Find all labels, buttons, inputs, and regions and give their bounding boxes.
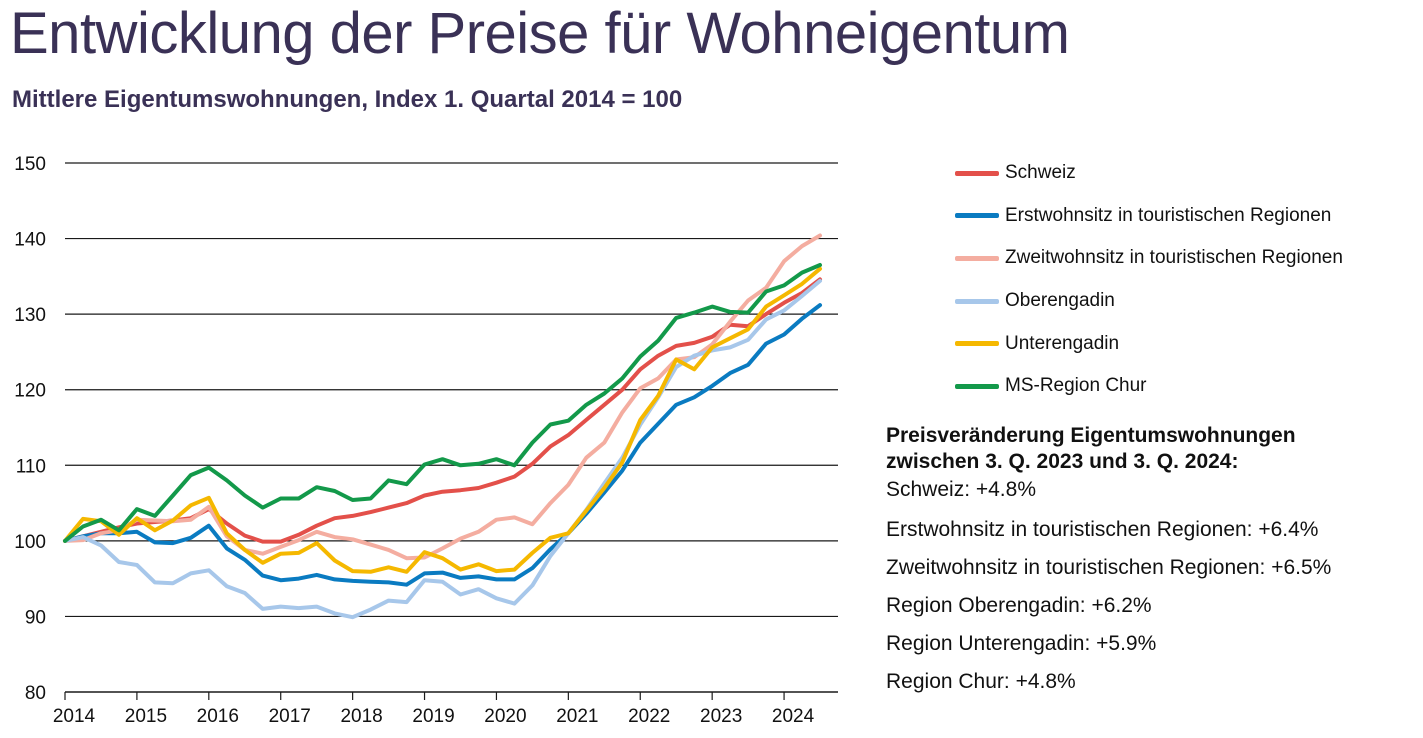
series-line-1 [63,303,822,587]
legend-swatch-0 [955,170,999,176]
y-tick-label-150: 150 [14,154,46,175]
y-tick-label-130: 130 [14,305,46,326]
x-axis: 2014 2015 2016 2017 2018 2019 2020 2021 2022 2023… [53,691,838,727]
series-line-4 [63,266,822,574]
x-tick-label-2020: 2020 [484,706,526,727]
x-tick-label-2018: 2018 [340,706,382,727]
summary-row-erstwohnsitz: Erstwohnsitz in touristischen Regionen: … [886,518,1319,541]
legend-label-3: Oberengadin [1005,290,1115,312]
x-tick-label-2017: 2017 [269,706,311,727]
legend-item-1: Erstwohnsitz in touristischen Regionen [955,195,1343,238]
summary-row-unterengadin: Region Unterengadin: +5.9% [886,632,1157,655]
series-line-3 [63,278,822,620]
legend-label-2: Zweitwohnsitz in touristischen Regionen [1005,247,1343,269]
summary-row-oberengadin: Region Oberengadin: +6.2% [886,594,1152,617]
y-tick-label-100: 100 [14,532,46,553]
y-tick-label-120: 120 [14,381,46,402]
legend-item-4: Unterengadin [955,322,1343,365]
summary-row-zweitwohnsitz: Zweitwohnsitz in touristischen Regionen:… [886,556,1332,579]
legend-swatch-1 [955,213,999,219]
x-tick-label-2014: 2014 [53,706,96,727]
price-change-summary: Preisveränderung Eigentumswohnungen zwis… [886,423,1416,701]
chart-subtitle: Mittlere Eigentumswohnungen, Index 1. Qu… [12,86,683,113]
y-tick-label-80: 80 [25,683,46,704]
y-tick-label-90: 90 [25,607,46,628]
y-axis-tick-labels: 80 90 100 110 120 130 140 150 [14,154,46,704]
x-tick-label-2021: 2021 [556,706,598,727]
summary-heading-line2: zwischen 3. Q. 2023 und 3. Q. 2024: [886,450,1239,473]
x-tick-label-2024: 2024 [772,706,815,727]
summary-heading-line1: Preisveränderung Eigentumswohnungen [886,424,1296,447]
legend: Schweiz Erstwohnsitz in touristischen Reg… [955,152,1343,408]
series-line-2 [63,233,822,561]
legend-label-0: Schweiz [1005,162,1076,184]
legend-item-3: Oberengadin [955,280,1343,323]
legend-swatch-5 [955,383,999,389]
grid-lines [65,162,838,618]
legend-label-5: MS-Region Chur [1005,375,1147,397]
legend-label-1: Erstwohnsitz in touristischen Regionen [1005,204,1332,226]
x-tick-label-2016: 2016 [197,706,239,727]
legend-item-0: Schweiz [955,152,1343,195]
x-tick-label-2023: 2023 [700,706,742,727]
x-tick-label-2019: 2019 [412,706,454,727]
x-tick-label-2022: 2022 [628,706,670,727]
legend-item-2: Zweitwohnsitz in touristischen Regionen [955,237,1343,280]
legend-item-5: MS-Region Chur [955,365,1343,408]
y-tick-label-140: 140 [14,230,46,251]
legend-swatch-2 [955,255,999,261]
series-lines [63,233,822,620]
y-tick-label-110: 110 [16,456,46,477]
x-tick-label-2015: 2015 [125,706,167,727]
chart-title: Entwicklung der Preise für Wohneigentum [10,1,1070,66]
legend-label-4: Unterengadin [1005,332,1120,354]
series-line-0 [63,277,822,544]
legend-swatch-4 [955,341,999,347]
summary-row-chur: Region Chur: +4.8% [886,670,1076,693]
legend-swatch-3 [955,298,999,304]
series-line-5 [63,263,822,543]
summary-heading: Preisveränderung Eigentumswohnungen zwis… [886,423,1416,475]
summary-row-schweiz: Schweiz: +4.8% [886,478,1036,501]
